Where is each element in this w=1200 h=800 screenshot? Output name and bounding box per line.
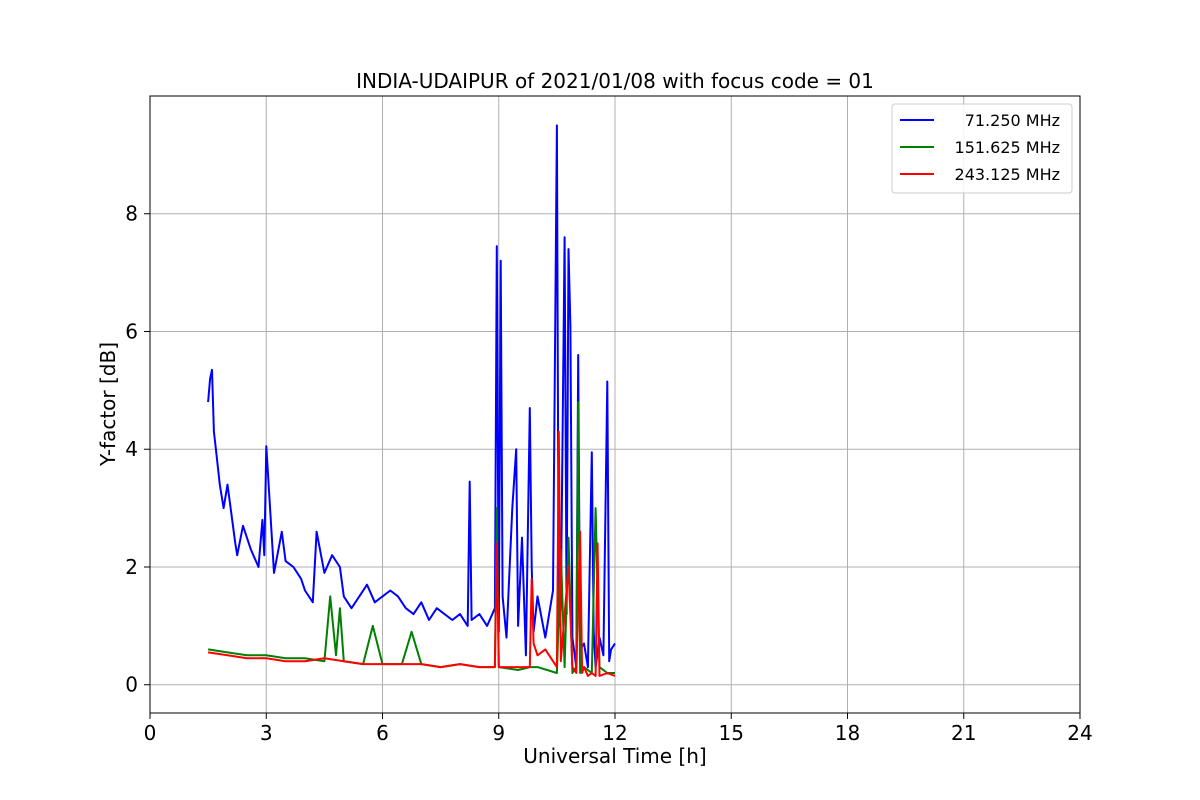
y-axis-ticks: 0 2 4 6 8 [125, 202, 150, 697]
y-tick-label: 4 [125, 437, 138, 461]
legend: 71.250 MHz 151.625 MHz 243.125 MHz [891, 103, 1073, 194]
x-tick-label: 15 [719, 721, 744, 745]
legend-label: 151.625 MHz [955, 138, 1060, 157]
series-line-1 [207, 124, 616, 669]
x-tick-label: 9 [492, 721, 505, 745]
x-tick-label: 18 [835, 721, 860, 745]
legend-label: 243.125 MHz [955, 165, 1060, 184]
y-tick-label: 8 [125, 202, 138, 226]
series-lines [207, 124, 616, 677]
x-tick-label: 24 [1067, 721, 1092, 745]
x-tick-label: 3 [260, 721, 273, 745]
y-tick-label: 0 [125, 673, 138, 697]
chart-title: INDIA-UDAIPUR of 2021/01/08 with focus c… [356, 69, 874, 93]
x-tick-label: 0 [144, 721, 157, 745]
y-axis-label: Y-factor [dB] [96, 342, 120, 467]
x-axis-ticks: 0 3 6 9 12 15 18 21 24 [144, 713, 1093, 745]
x-tick-label: 12 [602, 721, 627, 745]
x-axis-label: Universal Time [h] [523, 744, 706, 768]
x-tick-label: 6 [376, 721, 389, 745]
x-tick-label: 21 [951, 721, 976, 745]
y-tick-label: 2 [125, 555, 138, 579]
series-line-3 [207, 430, 616, 677]
y-tick-label: 6 [125, 319, 138, 343]
legend-box [891, 103, 1073, 194]
legend-label: 71.250 MHz [965, 111, 1060, 130]
